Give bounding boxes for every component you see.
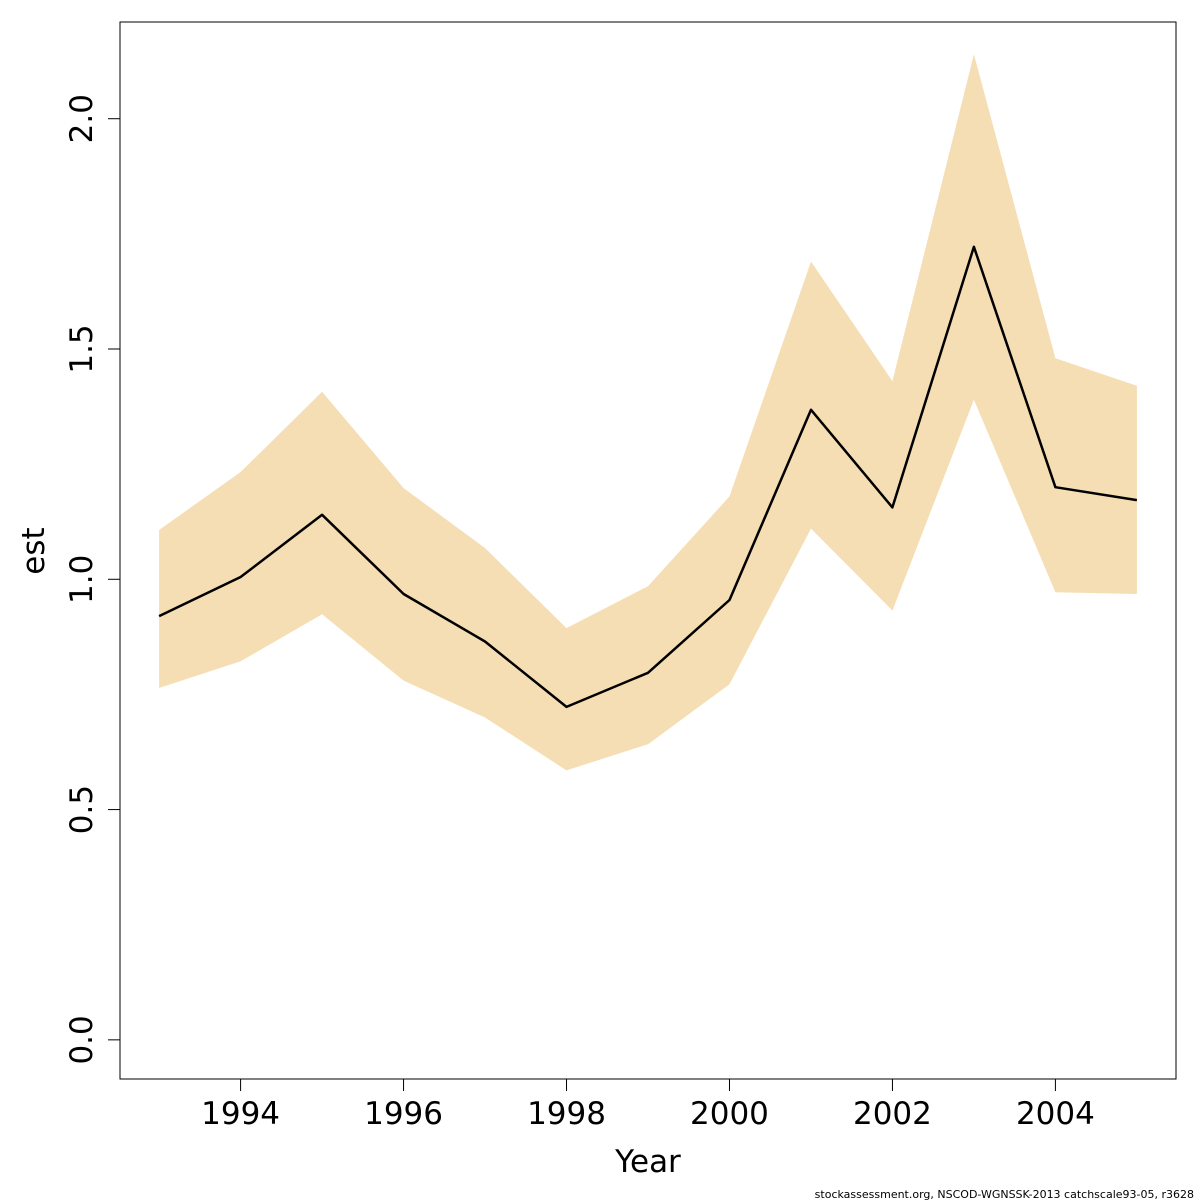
confidence-band-0 (159, 54, 1137, 771)
x-axis-label: Year (614, 1144, 681, 1180)
x-tick-label: 2000 (690, 1096, 769, 1132)
y-axis: 0.0 0.5 1.0 1.5 2.0 (64, 94, 121, 1065)
x-tick-label: 2002 (853, 1096, 932, 1132)
y-tick-label: 0.5 (64, 785, 100, 834)
estimate-line-0 (158, 245, 1138, 709)
x-tick-label: 1998 (527, 1096, 606, 1132)
y-tick-label: 1.0 (64, 555, 100, 604)
y-axis-label: est (16, 527, 52, 574)
estimate-line-layer (158, 245, 1138, 709)
x-tick-label: 1994 (201, 1096, 280, 1132)
y-tick-label: 0.0 (64, 1015, 100, 1064)
footer-note: stockassessment.org, NSCOD-WGNSSK-2013 c… (815, 1188, 1194, 1200)
x-axis: 1994 1996 1998 2000 2002 2004 (201, 1078, 1095, 1132)
x-tick-label: 1996 (364, 1096, 443, 1132)
y-tick-label: 1.5 (64, 324, 100, 373)
confidence-band-layer (159, 54, 1137, 771)
x-tick-label: 2004 (1016, 1096, 1095, 1132)
y-tick-label: 2.0 (64, 94, 100, 143)
